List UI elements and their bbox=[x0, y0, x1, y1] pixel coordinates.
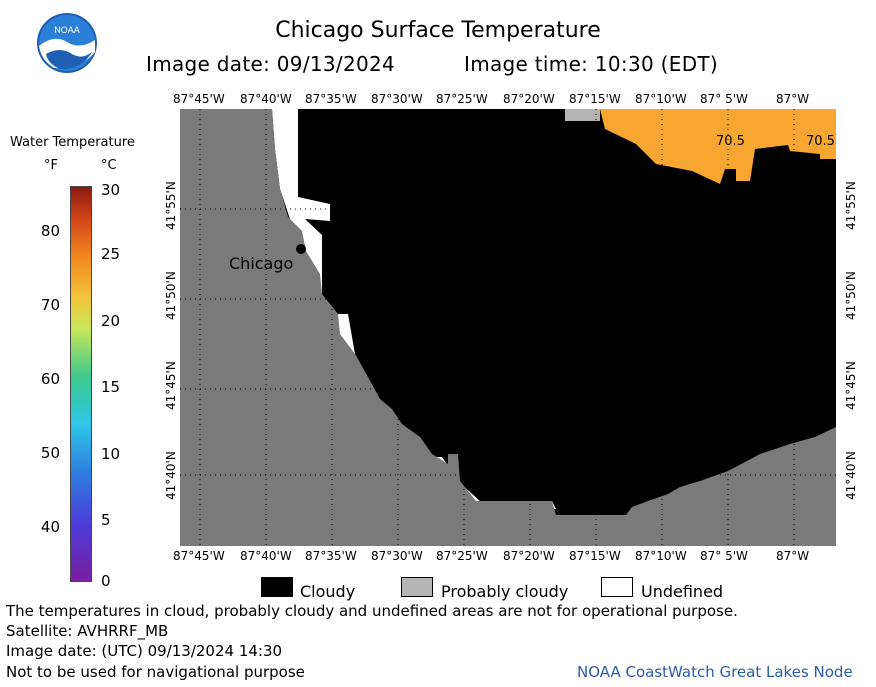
longitude-label: 87°20'W bbox=[503, 549, 555, 563]
longitude-label: 87°30'W bbox=[371, 92, 423, 106]
disclaimer-text: The temperatures in cloud, probably clou… bbox=[6, 602, 738, 620]
longitude-label: 87°10'W bbox=[635, 549, 687, 563]
latitude-label: 41°40'N bbox=[164, 451, 178, 500]
fahrenheit-tick: 60 bbox=[40, 370, 60, 388]
probably-cloudy-swatch bbox=[401, 577, 433, 597]
map-svg bbox=[180, 109, 836, 546]
city-label: Chicago bbox=[229, 254, 294, 273]
fahrenheit-tick: 70 bbox=[40, 296, 60, 314]
longitude-label: 87°25'W bbox=[436, 549, 488, 563]
latitude-label: 41°55'N bbox=[844, 181, 858, 230]
cloudy-swatch bbox=[261, 577, 293, 597]
utc-date-text: Image date: (UTC) 09/13/2024 14:30 bbox=[6, 642, 283, 660]
probably-cloudy-label: Probably cloudy bbox=[441, 582, 569, 601]
nav-warning-text: Not to be used for navigational purpose bbox=[6, 663, 305, 681]
temperature-colorbar bbox=[70, 186, 92, 582]
noaa-logo: NOAA bbox=[37, 13, 97, 73]
longitude-label: 87°10'W bbox=[635, 92, 687, 106]
longitude-label: 87°20'W bbox=[503, 92, 555, 106]
image-time: Image time: 10:30 (EDT) bbox=[464, 52, 719, 76]
celsius-tick: 10 bbox=[101, 445, 121, 463]
latitude-label: 41°55'N bbox=[164, 181, 178, 230]
longitude-label: 87° 5'W bbox=[700, 549, 748, 563]
longitude-label: 87°45'W bbox=[173, 92, 225, 106]
temp-label-1: 70.5 bbox=[716, 134, 745, 149]
land-region bbox=[180, 109, 836, 546]
temperature-map bbox=[180, 109, 836, 546]
fahrenheit-tick: 50 bbox=[40, 444, 60, 462]
longitude-label: 87°35'W bbox=[305, 549, 357, 563]
longitude-label: 87°15'W bbox=[569, 92, 621, 106]
temp-label-2: 70.5 bbox=[806, 134, 835, 149]
celsius-tick: 25 bbox=[101, 245, 121, 263]
undefined-label: Undefined bbox=[641, 582, 724, 601]
latitude-label: 41°50'N bbox=[164, 271, 178, 320]
longitude-label: 87°30'W bbox=[371, 549, 423, 563]
credit-text: NOAA CoastWatch Great Lakes Node bbox=[577, 663, 853, 681]
celsius-tick: 5 bbox=[101, 511, 111, 529]
celsius-tick: 20 bbox=[101, 312, 121, 330]
celsius-tick: 0 bbox=[101, 572, 111, 590]
image-date: Image date: 09/13/2024 bbox=[146, 52, 396, 76]
celsius-tick: 15 bbox=[101, 378, 121, 396]
unit-celsius: °C bbox=[101, 158, 117, 173]
fahrenheit-tick: 80 bbox=[40, 222, 60, 240]
longitude-label: 87°15'W bbox=[569, 549, 621, 563]
longitude-label: 87°45'W bbox=[173, 549, 225, 563]
longitude-label: 87°W bbox=[776, 549, 810, 563]
page-title: Chicago Surface Temperature bbox=[275, 18, 601, 43]
latitude-label: 41°45'N bbox=[164, 361, 178, 410]
probably-cloudy-region bbox=[565, 109, 600, 121]
chicago-marker bbox=[296, 244, 306, 254]
latitude-label: 41°50'N bbox=[844, 271, 858, 320]
legend-title: Water Temperature bbox=[10, 135, 135, 150]
celsius-tick: 30 bbox=[101, 181, 121, 199]
unit-fahrenheit: °F bbox=[44, 158, 58, 173]
longitude-label: 87°40'W bbox=[240, 92, 292, 106]
undefined-swatch bbox=[601, 577, 633, 597]
fahrenheit-tick: 40 bbox=[40, 518, 60, 536]
cloudy-label: Cloudy bbox=[300, 582, 356, 601]
longitude-label: 87°25'W bbox=[436, 92, 488, 106]
noaa-logo-text: NOAA bbox=[54, 25, 80, 35]
latitude-label: 41°40'N bbox=[844, 451, 858, 500]
longitude-label: 87°40'W bbox=[240, 549, 292, 563]
longitude-label: 87°W bbox=[776, 92, 810, 106]
longitude-label: 87° 5'W bbox=[700, 92, 748, 106]
latitude-label: 41°45'N bbox=[844, 361, 858, 410]
warm-water-region bbox=[600, 109, 836, 184]
satellite-text: Satellite: AVHRRF_MB bbox=[6, 622, 169, 640]
longitude-label: 87°35'W bbox=[305, 92, 357, 106]
